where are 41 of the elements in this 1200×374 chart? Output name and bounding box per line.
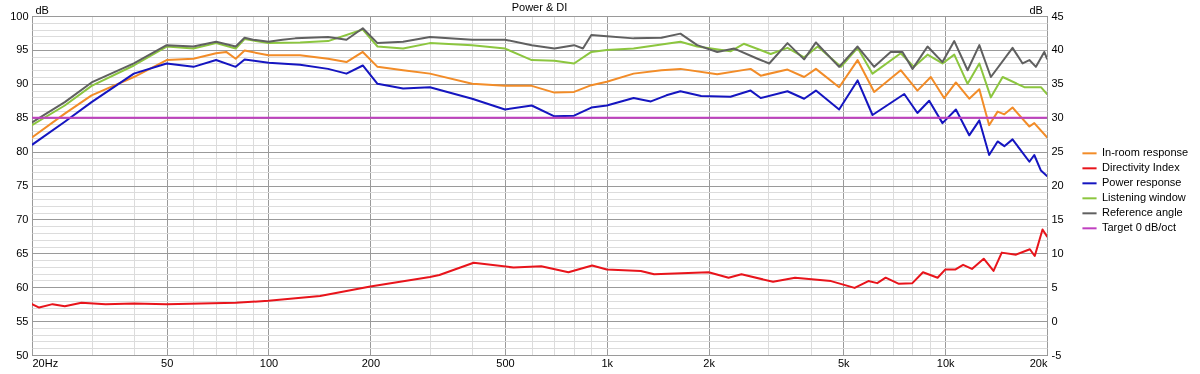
y2-tick-label: 35 [1051,77,1064,90]
y2-tick-label: -5 [1051,348,1062,361]
legend-label: Directivity Index [1102,161,1181,174]
x-tick-label: 100 [259,356,279,369]
y-tick-label: 65 [16,246,29,259]
x-tick-label: 50 [161,356,174,369]
y2-tick-label: 10 [1051,246,1064,259]
y2-tick-label: 20 [1051,179,1064,191]
y-axis-title: dB [35,3,49,16]
y-tick-label: 75 [16,179,29,191]
y2-tick-label: 5 [1051,280,1058,293]
y-tick-label: 70 [16,212,29,225]
legend-label: Power response [1102,176,1182,189]
legend-label: Reference angle [1102,206,1183,219]
y2-tick-label: 25 [1051,145,1064,158]
chart-title: Power & DI [511,1,568,13]
x-tick-label: 500 [496,356,515,369]
legend-label: Listening window [1102,191,1186,204]
y2-tick-label: 40 [1051,43,1064,56]
y-tick-label: 90 [16,77,29,90]
y-tick-label: 100 [10,9,29,22]
x-tick-label: 20k [1029,356,1048,369]
x-tick-label: 2k [703,356,716,369]
y2-tick-label: 30 [1051,111,1064,124]
x-tick-label: 10k [936,356,956,369]
y2-axis-title: dB [1029,3,1043,16]
x-tick-label: 5k [837,356,851,369]
y-tick-label: 55 [16,314,29,327]
x-tick-label: 200 [361,356,381,369]
y-tick-label: 60 [16,280,29,293]
x-tick-label: 20Hz [32,356,59,369]
legend-label: In-room response [1102,146,1189,159]
legend-label: Target 0 dB/oct [1102,221,1176,234]
x-tick-label: 1k [601,356,614,369]
y2-tick-label: 45 [1051,9,1064,22]
y-tick-label: 85 [16,111,29,124]
y-tick-label: 80 [16,145,29,158]
y-tick-label: 50 [16,348,29,361]
y2-tick-label: 15 [1051,212,1064,225]
y2-tick-label: 0 [1051,314,1058,327]
y-tick-label: 95 [16,43,29,56]
